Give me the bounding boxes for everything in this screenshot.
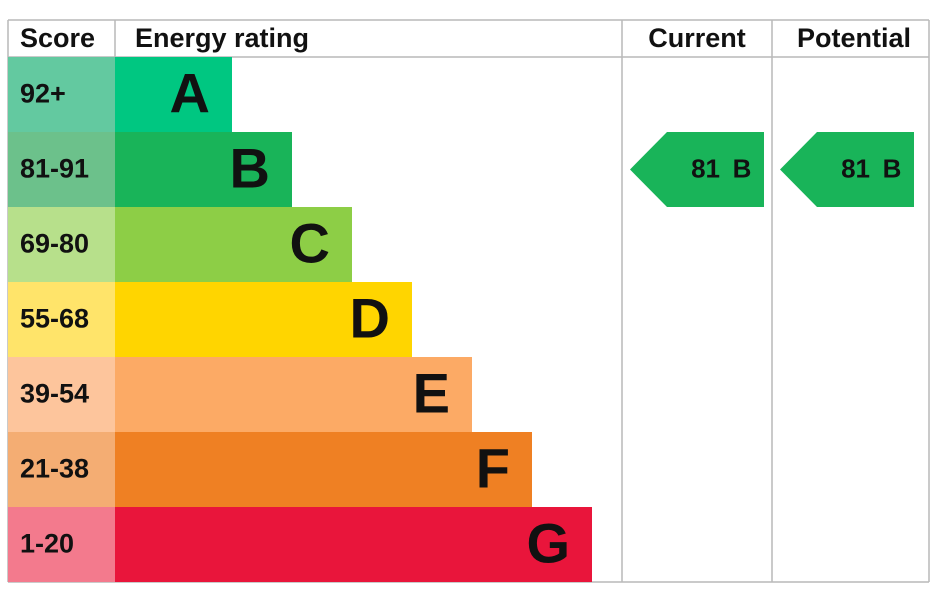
potential-arrow — [780, 132, 914, 207]
band-letter: E — [413, 361, 450, 424]
band-letter: F — [476, 436, 510, 499]
score-cell — [8, 507, 115, 582]
band-letter: C — [290, 211, 330, 274]
rating-bar — [115, 507, 592, 582]
potential-band: B — [883, 153, 902, 183]
current-band: B — [733, 153, 752, 183]
header: Score — [20, 23, 95, 53]
score-range: 81-91 — [20, 154, 89, 184]
band-letter: A — [170, 61, 210, 124]
score-cell — [8, 132, 115, 207]
header: Energy rating — [135, 23, 309, 53]
score-range: 39-54 — [20, 379, 89, 409]
band-letter: D — [350, 286, 390, 349]
score-range: 55-68 — [20, 304, 89, 334]
rating-bar — [115, 282, 412, 357]
current-score: 81 — [691, 153, 720, 183]
score-cell — [8, 357, 115, 432]
header: Potential — [797, 23, 911, 53]
score-range: 69-80 — [20, 229, 89, 259]
rating-bar — [115, 57, 232, 132]
band-letter: G — [526, 511, 570, 574]
band-letter: B — [230, 136, 270, 199]
score-cell — [8, 432, 115, 507]
current-arrow — [630, 132, 764, 207]
rating-bar — [115, 132, 292, 207]
potential-score: 81 — [841, 153, 870, 183]
score-cell — [8, 207, 115, 282]
rating-bar — [115, 432, 532, 507]
score-cell — [8, 282, 115, 357]
score-range: 92+ — [20, 79, 66, 109]
rating-bar — [115, 357, 472, 432]
header: Current — [648, 23, 746, 53]
score-range: 21-38 — [20, 454, 89, 484]
score-cell — [8, 57, 115, 132]
rating-bar — [115, 207, 352, 282]
score-range: 1-20 — [20, 529, 74, 559]
